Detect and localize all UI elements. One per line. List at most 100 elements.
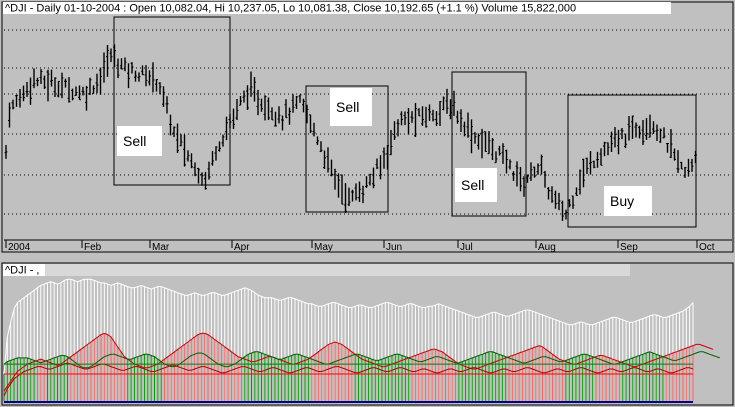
ohlc-bar [39,69,43,85]
indicator-line-signal [3,362,694,397]
ohlc-bar [263,95,267,121]
ohlc-bar [50,69,53,87]
ohlc-bar [162,86,165,107]
ohlc-bar [494,151,498,164]
ohlc-bar [354,183,358,201]
ohlc-bar [347,187,351,207]
ohlc-bar [130,62,134,74]
ohlc-bar [256,89,260,116]
ohlc-bar [498,145,501,156]
ohlc-bar [459,109,463,132]
ohlc-bar [543,170,547,188]
ohlc-bar [424,106,428,128]
x-tick-label: Sep [620,242,638,253]
ohlc-bar [302,98,305,113]
ohlc-bar [456,110,459,124]
price-chart-title: ^DJI - Daily 01-10-2004 : Open 10,082.04… [5,3,576,15]
x-tick-label: Feb [84,242,102,253]
ohlc-bar [508,159,512,170]
ohlc-bar [211,151,214,166]
ohlc-bar [634,122,638,138]
ohlc-bar [529,162,533,181]
signal-box [113,16,231,186]
ohlc-bar [60,72,64,99]
ohlc-bar [673,148,676,161]
indicator-chart-title: ^DJI - , [5,265,40,277]
price-bars [4,44,697,221]
ohlc-bar [463,121,466,137]
indicator-panel: ^DJI - , [1,262,734,406]
ohlc-bar [176,123,179,154]
ohlc-bar [127,63,130,89]
ohlc-bar [627,116,631,141]
ohlc-bar [232,108,235,129]
ohlc-bar [351,189,354,202]
ohlc-bar [669,129,673,159]
ohlc-bar [564,209,568,220]
ohlc-bar [655,124,659,141]
ohlc-bar [435,111,438,126]
ohlc-bar [561,200,564,221]
ohlc-bar [151,62,155,93]
ohlc-bar [536,163,540,175]
signal-label: Sell [123,133,146,149]
signal-label-bg [330,88,372,126]
signal-label: Sell [461,177,484,193]
ohlc-bar [25,81,29,97]
ohlc-bar [312,122,316,137]
ohlc-bar [540,154,543,175]
ohlc-bar [575,187,578,196]
indicator-line-green [3,351,720,369]
ohlc-bar [291,94,295,113]
ohlc-bar [200,172,204,186]
ohlc-bar [190,153,193,169]
ohlc-bar [421,106,424,126]
ohlc-bar [662,127,666,139]
ohlc-bar [281,115,284,131]
ohlc-bar [78,85,81,101]
ohlc-bar [470,119,473,154]
ohlc-bar [57,80,60,98]
ohlc-bar [613,127,617,148]
x-tick-label: Aug [538,242,556,253]
ohlc-bar [43,75,46,89]
ohlc-bar [249,71,253,97]
ohlc-bar [116,58,120,79]
ohlc-bar [64,78,67,88]
ohlc-bar [414,102,417,137]
price-x-axis: 2004 Feb Mar Apr May Jun Jul Aug Sep Oct [4,239,732,253]
ohlc-bar [85,85,88,111]
ohlc-bar [582,158,585,188]
ohlc-bar [141,65,144,76]
signal-boxes: Sell Sell Sell Buy [113,16,697,228]
ohlc-bar [106,45,109,77]
indicator-lines [3,278,720,397]
ohlc-bar [8,102,11,128]
ohlc-bar [683,166,687,178]
ohlc-bar [617,129,620,155]
x-tick-label: May [314,242,333,253]
ohlc-bar [519,166,522,192]
ohlc-bar [638,125,641,139]
ohlc-bar [533,166,536,178]
ohlc-bar [207,161,211,180]
ohlc-bar [284,99,288,119]
indicator-title-bg [3,264,45,276]
ohlc-bar [466,112,470,138]
ohlc-bar [134,70,137,82]
ohlc-bar [407,107,410,135]
ohlc-bar [165,96,169,114]
ohlc-bar [403,111,407,126]
ohlc-bar [487,131,491,155]
ohlc-bar [550,186,554,203]
ohlc-bar [169,114,172,136]
signal-label-bg [117,126,162,156]
ohlc-bar [277,106,281,124]
ohlc-bar [225,116,228,141]
x-tick-label: Jul [460,242,473,253]
ohlc-bar [88,77,92,96]
ohlc-bar [445,88,449,114]
ohlc-bar [340,174,344,205]
ohlc-bar [473,132,477,144]
ohlc-bar [368,173,372,186]
